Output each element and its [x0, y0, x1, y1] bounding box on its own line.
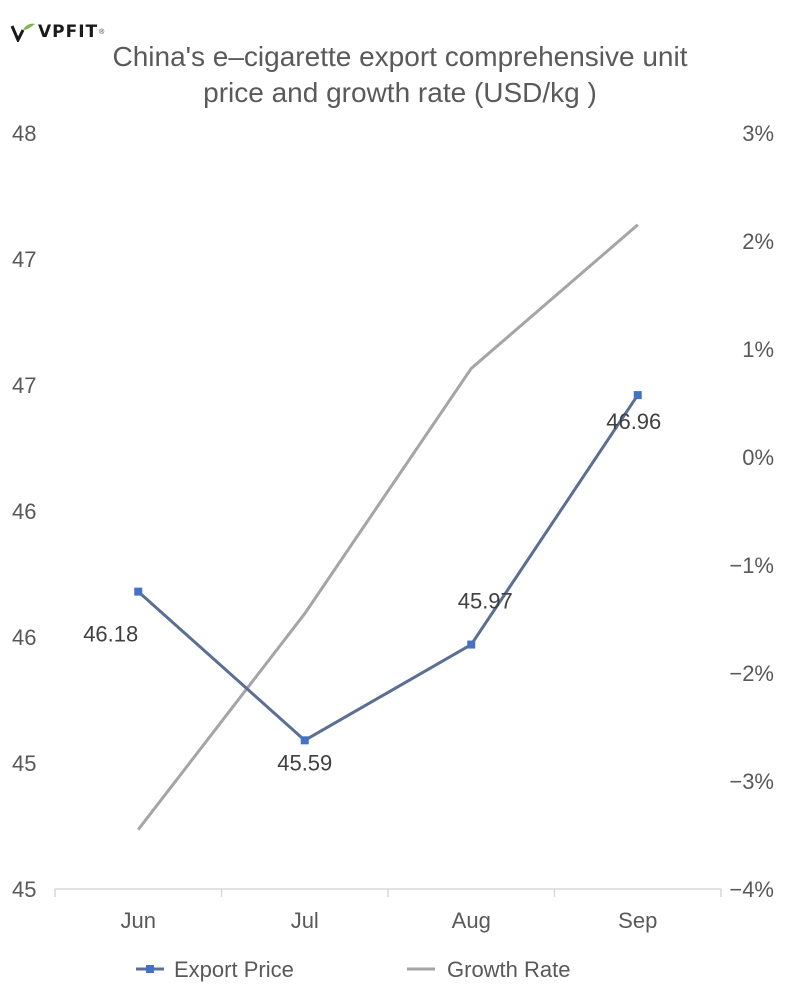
- left-tick-label: 47: [12, 373, 36, 398]
- chart-title-line-1: China's e–cigarette export comprehensive…: [113, 41, 688, 72]
- right-axis-ticks: −4% −3% −2% −1% 0% 1% 2% 3%: [729, 121, 774, 902]
- legend-label-export-price: Export Price: [174, 957, 294, 982]
- export-price-data-label: 45.97: [458, 589, 513, 614]
- left-axis-ticks: 45 45 46 46 47 47 48: [12, 121, 36, 902]
- right-tick-label: −4%: [729, 877, 774, 902]
- category-labels: Jun Jul Aug Sep: [121, 908, 658, 933]
- category-label: Jul: [291, 908, 319, 933]
- series-line-export-price: [137, 394, 639, 742]
- series-lines: [137, 223, 639, 831]
- right-tick-label: 2%: [742, 229, 774, 254]
- right-tick-label: −3%: [729, 769, 774, 794]
- left-tick-label: 47: [12, 247, 36, 272]
- left-tick-label: 45: [12, 751, 36, 776]
- logo-text: VPFIT: [38, 22, 99, 42]
- legend-marker-export-price: [146, 965, 154, 973]
- series-line-growth-rate: [137, 223, 639, 831]
- export-price-marker: [633, 391, 642, 400]
- right-tick-label: 0%: [742, 445, 774, 470]
- registered-mark: ®: [99, 28, 105, 36]
- left-tick-label: 45: [12, 877, 36, 902]
- leaf-icon: [10, 23, 35, 42]
- brand-logo: VPFIT ®: [10, 22, 104, 42]
- right-tick-label: −2%: [729, 661, 774, 686]
- legend-label-growth-rate: Growth Rate: [447, 957, 571, 982]
- export-price-marker: [467, 640, 476, 649]
- x-axis: [54, 888, 722, 897]
- left-tick-label: 46: [12, 499, 36, 524]
- right-tick-label: −1%: [729, 553, 774, 578]
- chart-title-line-2: price and growth rate (USD/kg ): [203, 77, 597, 108]
- category-label: Sep: [618, 908, 657, 933]
- export-price-data-label: 45.59: [277, 750, 332, 775]
- export-price-data-label: 46.18: [83, 622, 138, 647]
- legend: Export Price Growth Rate: [136, 957, 571, 982]
- data-markers: [134, 391, 642, 745]
- left-tick-label: 46: [12, 625, 36, 650]
- left-tick-label: 48: [12, 121, 36, 146]
- category-label: Jun: [121, 908, 156, 933]
- right-tick-label: 3%: [742, 121, 774, 146]
- export-price-data-label: 46.96: [606, 409, 661, 434]
- right-tick-label: 1%: [742, 337, 774, 362]
- category-label: Aug: [452, 908, 491, 933]
- export-price-marker: [300, 736, 309, 745]
- export-price-marker: [134, 587, 143, 596]
- data-labels: 46.18 45.59 45.97 46.96: [83, 409, 661, 775]
